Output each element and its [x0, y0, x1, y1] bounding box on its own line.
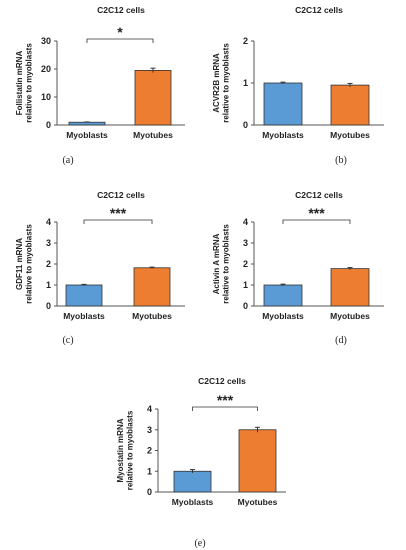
bar-myoblasts — [263, 284, 303, 307]
chart-panel-5: C2C12 cells Myostatin mRNArelative to myo… — [116, 376, 286, 549]
category-label: Myotubes — [330, 130, 370, 140]
category-label: Myoblasts — [262, 130, 304, 140]
y-axis-label: GDF11 mRNArelative to myoblasts — [15, 224, 34, 304]
category-label: Myotubes — [238, 497, 278, 507]
y-tick-label: 0 — [46, 301, 51, 311]
y-tick-label: 2 — [46, 259, 51, 269]
chart-panel-4: C2C12 cells Activin A mRNArelative to myo… — [212, 190, 384, 346]
category-label: Myotubes — [133, 130, 173, 140]
bar-myotubes — [330, 84, 370, 126]
y-tick-label: 1 — [46, 280, 51, 290]
y-axis-label-line: relative to myoblasts — [25, 43, 34, 123]
chart-panel-1: C2C12 cells Follistatin mRNArelative to m… — [15, 5, 185, 166]
y-tick-label: 3 — [243, 238, 248, 248]
y-tick-label: 30 — [41, 36, 51, 46]
bar-myoblasts — [173, 470, 212, 493]
category-label: Myoblasts — [262, 311, 304, 321]
y-tick-label: 3 — [46, 238, 51, 248]
category-label: Myotubes — [330, 311, 370, 321]
chart-title: C2C12 cells — [295, 190, 343, 200]
significance-marker: *** — [217, 392, 234, 408]
bar-myotubes — [134, 70, 172, 126]
y-tick-label: 2 — [243, 36, 248, 46]
significance-bracket — [86, 38, 154, 43]
y-axis-label: ACVR2B mRNArelative to myoblasts — [212, 43, 231, 123]
y-tick-label: 2 — [243, 259, 248, 269]
y-tick-label: 1 — [243, 280, 248, 290]
bar-myotubes — [133, 267, 171, 307]
category-label: Myoblasts — [172, 497, 214, 507]
y-tick-label: 4 — [243, 217, 248, 227]
y-axis-label: Activin A mRNArelative to myoblasts — [212, 224, 231, 304]
chart-title: C2C12 cells — [295, 5, 343, 15]
panel-label: (c) — [62, 335, 73, 346]
y-axis-label-line: GDF11 mRNA — [15, 238, 24, 290]
significance-bracket — [282, 219, 351, 224]
y-axis-label-line: relative to myoblasts — [222, 224, 231, 304]
y-tick-label: 2 — [147, 446, 152, 456]
y-axis-label-line: Myostatin mRNA — [116, 418, 125, 482]
category-label: Myoblasts — [63, 311, 105, 321]
y-axis-label: Follistatin mRNArelative to myoblasts — [15, 43, 34, 123]
chart-title: C2C12 cells — [198, 376, 246, 386]
chart-panel-2: C2C12 cells ACVR2B mRNArelative to myobla… — [212, 5, 384, 166]
y-tick-label: 1 — [147, 466, 152, 476]
y-tick-label: 3 — [147, 425, 152, 435]
y-tick-label: 0 — [147, 487, 152, 497]
y-tick-label: 0 — [243, 120, 248, 130]
chart-title: C2C12 cells — [97, 5, 145, 15]
bar-myotubes — [330, 268, 370, 307]
panel-label: (a) — [62, 155, 73, 166]
y-tick-label: 1 — [243, 78, 248, 88]
y-tick-label: 4 — [46, 217, 51, 227]
y-tick-label: 0 — [46, 120, 51, 130]
significance-bracket — [192, 406, 258, 411]
y-tick-label: 4 — [147, 404, 152, 414]
y-axis-label-line: relative to myoblasts — [25, 224, 34, 304]
significance-marker: *** — [110, 205, 127, 221]
bar-myotubes — [238, 429, 277, 493]
category-label: Myotubes — [132, 311, 172, 321]
y-axis-label-line: relative to myoblasts — [126, 410, 135, 490]
bar-myoblasts — [65, 284, 103, 307]
y-axis-label-line: relative to myoblasts — [222, 43, 231, 123]
y-axis-label-line: Activin A mRNA — [212, 233, 221, 294]
panel-label: (e) — [194, 538, 205, 549]
bar-myoblasts — [263, 82, 303, 126]
category-label: Myoblasts — [66, 130, 108, 140]
significance-marker: * — [117, 24, 123, 40]
y-tick-label: 20 — [41, 64, 51, 74]
y-axis-label-line: Follistatin mRNA — [15, 51, 24, 116]
y-axis-label-line: ACVR2B mRNA — [212, 53, 221, 113]
y-axis-label: Myostatin mRNArelative to myoblasts — [116, 410, 135, 490]
chart-title: C2C12 cells — [97, 190, 145, 200]
chart-panel-3: C2C12 cells GDF11 mRNArelative to myoblas… — [15, 190, 185, 346]
significance-marker: *** — [308, 205, 325, 221]
panel-label: (d) — [335, 335, 347, 346]
y-tick-label: 10 — [41, 92, 51, 102]
panel-label: (b) — [335, 155, 347, 166]
significance-bracket — [83, 219, 153, 224]
y-tick-label: 0 — [243, 301, 248, 311]
bar-myoblasts — [68, 121, 106, 126]
